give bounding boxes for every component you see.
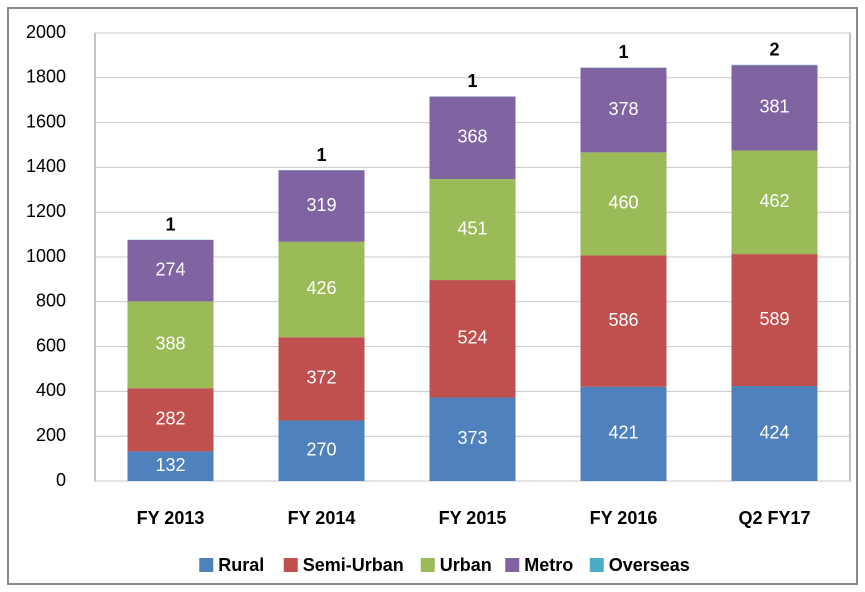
- data-label: 388: [155, 334, 185, 354]
- x-tick-label: FY 2013: [137, 508, 205, 528]
- data-label: 1: [165, 215, 175, 235]
- legend-swatch: [420, 558, 435, 572]
- bar-segment: [127, 239, 214, 302]
- data-label: 319: [306, 195, 336, 215]
- y-tick-label: 1800: [26, 67, 66, 87]
- x-tick-label: FY 2016: [590, 508, 658, 528]
- data-label: 451: [457, 218, 487, 238]
- data-label: 462: [759, 191, 789, 211]
- data-label: 589: [759, 309, 789, 329]
- y-tick-label: 2000: [26, 22, 66, 42]
- bar-segment: [429, 280, 516, 398]
- x-tick-label: FY 2015: [439, 508, 507, 528]
- data-label: 368: [457, 127, 487, 147]
- legend-label: Semi-Urban: [303, 555, 404, 575]
- bar-segment: [278, 241, 365, 338]
- data-label: 381: [759, 97, 789, 117]
- bar-segment: [731, 65, 818, 151]
- data-label: 424: [759, 422, 789, 442]
- data-label: 426: [306, 278, 336, 298]
- bar-segment: [429, 96, 516, 180]
- data-label: 274: [155, 259, 185, 279]
- bar-segment: [127, 451, 214, 481]
- data-label: 524: [457, 328, 487, 348]
- bar-segment: [278, 170, 365, 242]
- data-label: 270: [306, 440, 336, 460]
- legend-label: Rural: [218, 555, 264, 575]
- legend-swatch: [283, 558, 298, 572]
- bar-segment: [278, 337, 365, 421]
- data-label: 282: [155, 409, 185, 429]
- bar-segment: [429, 397, 516, 481]
- y-tick-label: 1200: [26, 201, 66, 221]
- x-tick-label: FY 2014: [288, 508, 356, 528]
- x-tick-label: Q2 FY17: [738, 508, 810, 528]
- bar-segment: [580, 386, 667, 481]
- data-label: 373: [457, 428, 487, 448]
- bar-segment: [580, 67, 667, 153]
- y-tick-label: 0: [56, 470, 66, 490]
- legend-label: Metro: [524, 555, 573, 575]
- data-label: 2: [769, 40, 779, 60]
- legend-swatch: [589, 558, 604, 572]
- legend-label: Urban: [440, 555, 492, 575]
- data-label: 1: [467, 71, 477, 91]
- data-label: 460: [608, 193, 638, 213]
- bar-segment: [127, 388, 214, 452]
- data-label: 1: [316, 145, 326, 165]
- y-tick-label: 200: [36, 425, 66, 445]
- bar-segment: [731, 150, 818, 255]
- data-label: 1: [618, 42, 628, 62]
- bar-segment: [429, 179, 516, 281]
- y-tick-label: 1000: [26, 246, 66, 266]
- bar-segment: [580, 152, 667, 256]
- y-tick-label: 600: [36, 335, 66, 355]
- bar-segment: [580, 255, 667, 387]
- bar-segment: [278, 420, 365, 481]
- bar-segment: [731, 386, 818, 481]
- y-tick-label: 400: [36, 380, 66, 400]
- data-label: 421: [608, 423, 638, 443]
- y-tick-label: 800: [36, 291, 66, 311]
- data-label: 378: [608, 99, 638, 119]
- y-tick-label: 1600: [26, 111, 66, 131]
- data-label: 586: [608, 310, 638, 330]
- legend-swatch: [505, 558, 520, 572]
- y-tick-label: 1400: [26, 156, 66, 176]
- data-label: 132: [155, 455, 185, 475]
- data-label: 372: [306, 368, 336, 388]
- bar-segment: [127, 301, 214, 389]
- legend-swatch: [199, 558, 214, 572]
- bar-segment: [731, 254, 818, 387]
- legend-label: Overseas: [609, 555, 690, 575]
